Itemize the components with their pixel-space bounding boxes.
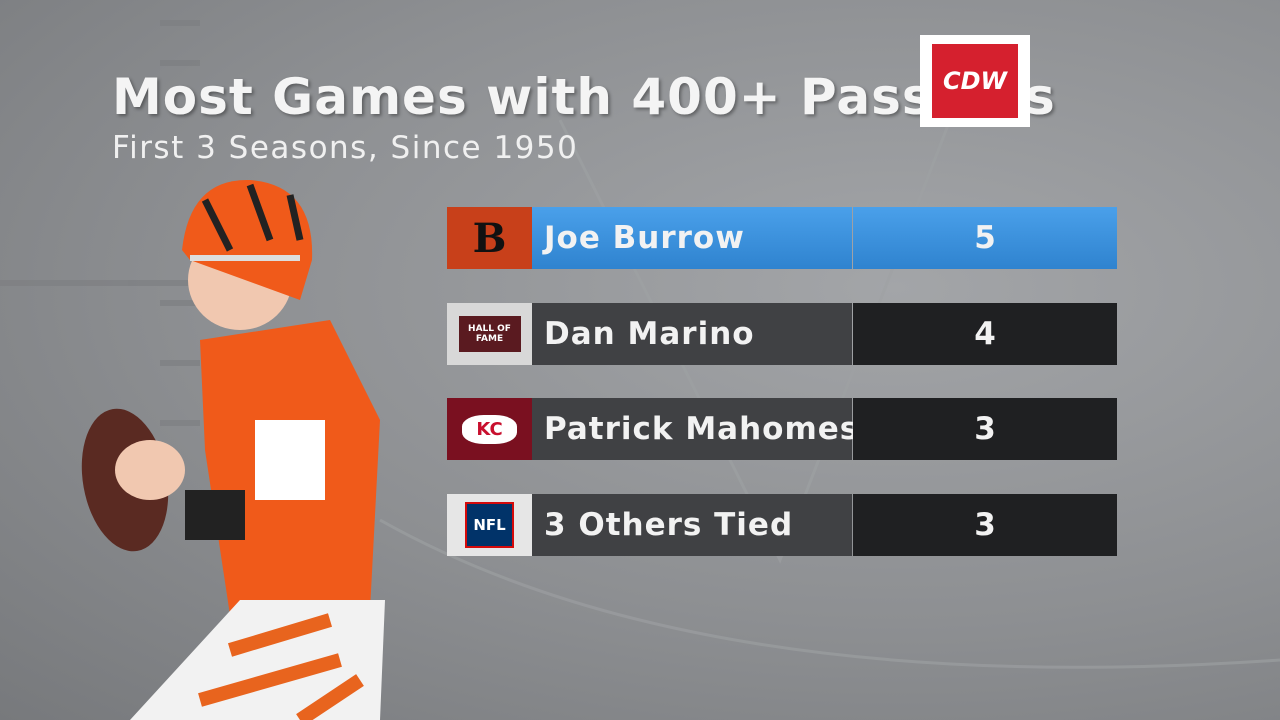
player-name: Joe Burrow [532,207,852,269]
subtitle: First 3 Seasons, Since 1950 [112,130,579,166]
table-row: KC Patrick Mahomes 3 [447,398,1117,460]
games-count: 3 [853,398,1117,460]
player-photo [81,179,385,720]
table-row: HALL OF FAME Dan Marino 4 [447,302,1117,365]
logo-text: KC [462,414,517,444]
player-name: Patrick Mahomes [532,398,858,460]
sponsor-logo: CDW [920,35,1030,127]
player-name: Dan Marino [532,302,852,365]
player-name: 3 Others Tied [532,493,852,556]
games-count: 5 [853,207,1117,269]
games-count: 4 [853,302,1117,365]
logo-text: NFL [465,501,514,548]
title: Most Games with 400+ Pass Yds [112,68,1056,126]
sponsor-text: CDW [932,44,1018,118]
table-row: B Joe Burrow 5 [447,207,1117,269]
logo-text: HALL OF FAME [458,315,521,352]
team-logo: B [447,207,532,269]
team-logo: NFL [447,493,532,556]
table-row: NFL 3 Others Tied 3 [447,493,1117,556]
team-logo: HALL OF FAME [447,302,532,365]
games-count: 3 [853,493,1117,556]
team-logo: KC [447,398,532,460]
